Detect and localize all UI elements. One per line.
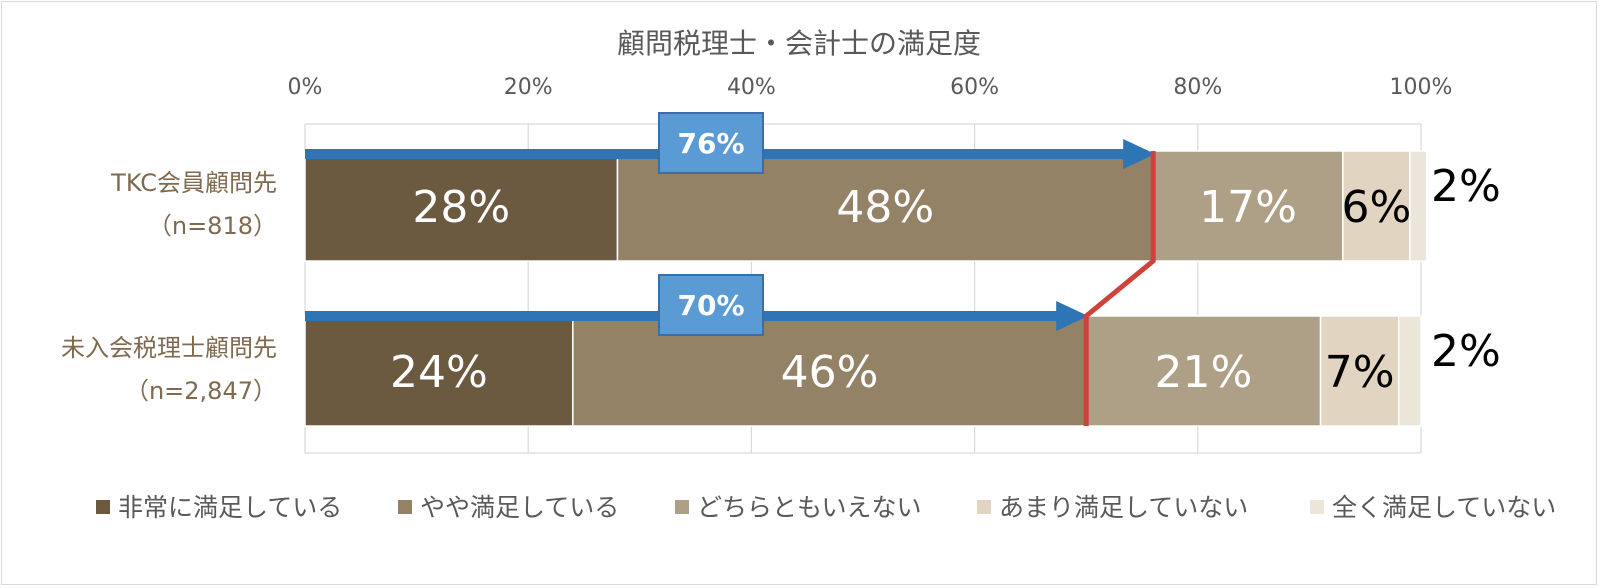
- data-label: 28%: [412, 182, 510, 233]
- bar-segment: [1409, 150, 1428, 262]
- legend-swatch: [398, 500, 412, 514]
- legend-swatch: [96, 500, 110, 514]
- data-label: 46%: [781, 347, 879, 398]
- data-label: 24%: [390, 347, 488, 398]
- legend-label: やや満足している: [420, 493, 619, 522]
- data-label: 21%: [1154, 347, 1252, 398]
- legend-label: あまり満足していない: [999, 493, 1248, 522]
- chart-title: 顧問税理士・会計士の満足度: [617, 27, 981, 60]
- arrow-head: [1123, 139, 1156, 169]
- legend-label: 全く満足していない: [1332, 493, 1556, 522]
- legend-label: どちらともいえない: [697, 493, 922, 522]
- category-label: 未入会税理士顧問先: [61, 334, 277, 362]
- category-n-label: （n=2,847）: [125, 377, 277, 405]
- x-tick-label: 60%: [950, 75, 999, 100]
- callout-box: [658, 112, 764, 174]
- bar-segment: [1397, 315, 1422, 427]
- legend-swatch: [977, 500, 991, 514]
- legend-swatch: [1310, 500, 1324, 514]
- data-label: 2%: [1431, 161, 1501, 212]
- bar-segment: [1319, 315, 1400, 427]
- bar-segment: [1152, 150, 1344, 262]
- data-label: 2%: [1431, 326, 1501, 377]
- x-tick-label: 80%: [1173, 75, 1222, 100]
- callout-label: 76%: [677, 127, 744, 160]
- legend-label: 非常に満足している: [118, 493, 342, 522]
- connector-line: [1083, 151, 1156, 426]
- x-tick-label: 0%: [288, 75, 323, 100]
- x-tick-label: 100%: [1390, 75, 1453, 100]
- data-label: 48%: [836, 182, 934, 233]
- x-tick-label: 40%: [727, 75, 776, 100]
- bar-segment: [1342, 150, 1411, 262]
- callout-box: [658, 274, 764, 336]
- x-tick-label: 20%: [504, 75, 553, 100]
- category-label: TKC会員顧問先: [110, 169, 277, 197]
- category-n-label: （n=818）: [148, 212, 277, 240]
- data-label: 17%: [1199, 182, 1297, 233]
- legend-swatch: [675, 500, 689, 514]
- data-label: 6%: [1341, 182, 1411, 233]
- callout-label: 70%: [677, 289, 744, 322]
- arrow-head: [1056, 301, 1089, 331]
- data-label: 7%: [1325, 347, 1395, 398]
- bar-segment: [304, 150, 619, 262]
